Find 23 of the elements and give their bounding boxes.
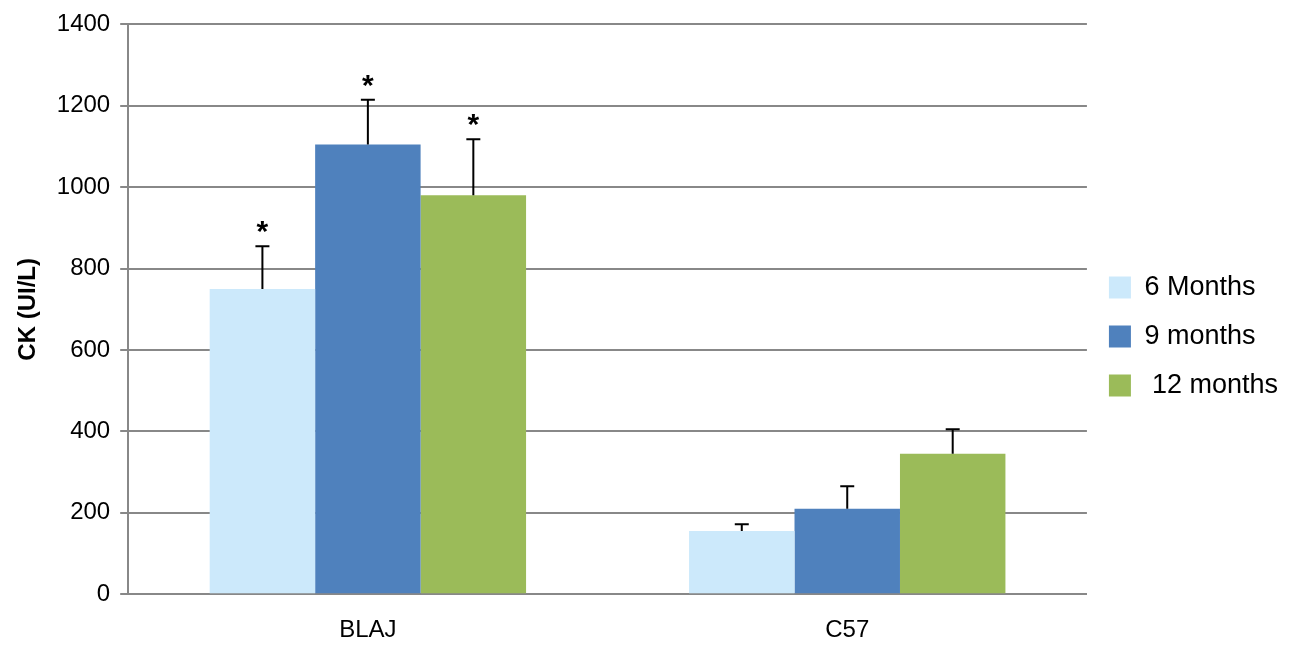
bar [899,453,1006,594]
data-label: * [467,107,480,141]
legend-label: 12 months [1144,368,1278,399]
bar [315,144,421,594]
y-tick-label: 600 [70,334,111,362]
bar [794,508,900,594]
x-tick-label: BLAJ [339,615,397,643]
y-tick-label: 1200 [56,90,111,118]
y-tick-label: 1400 [56,9,111,37]
bar [420,195,527,594]
bar [689,531,795,594]
y-axis-title: CK (UI/L) [13,257,41,361]
data-label: * [256,214,269,248]
data-label: * [362,67,375,101]
y-tick-label: 1000 [56,171,111,199]
y-tick-label: 0 [96,578,111,606]
legend-label: 9 months [1144,319,1256,350]
y-tick-label: 200 [70,497,111,525]
y-tick-label: 800 [70,253,111,281]
bar [209,288,316,594]
legend-label: 6 Months [1144,270,1256,301]
x-tick-label: C57 [825,615,870,643]
y-tick-label: 400 [70,416,111,444]
